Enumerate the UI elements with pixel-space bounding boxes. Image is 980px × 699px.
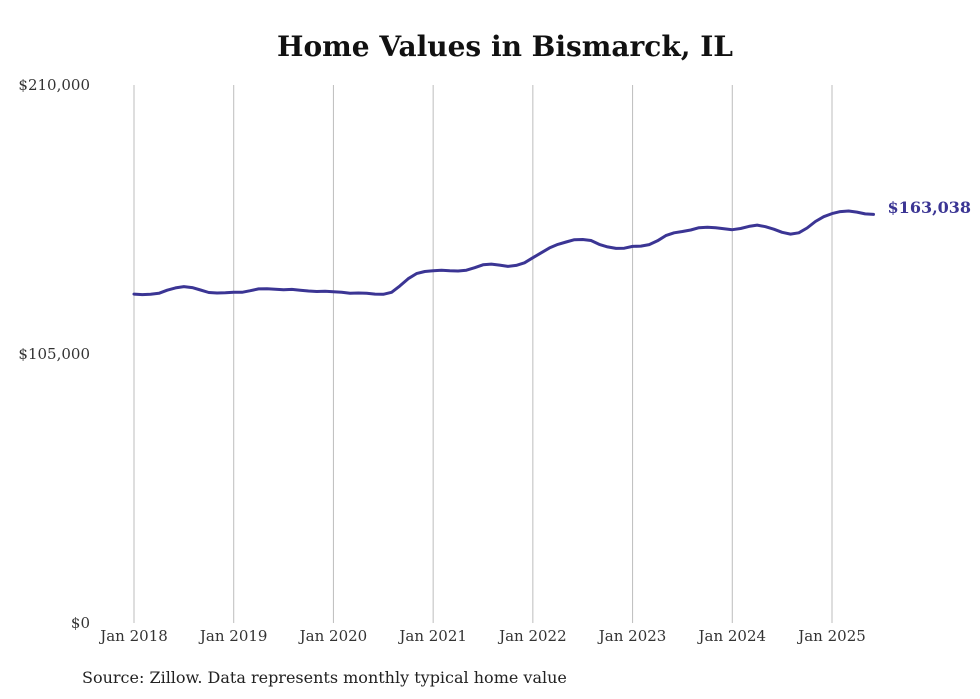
y-axis-ticks: $0 $105,000 $210,000	[18, 76, 90, 632]
y-tick-label: $0	[71, 614, 90, 632]
x-tick-label: Jan 2018	[98, 627, 168, 645]
end-value-label: $163,038	[888, 198, 972, 217]
gridlines	[133, 85, 833, 623]
y-tick-label: $105,000	[18, 345, 90, 363]
x-tick-label: Jan 2025	[796, 627, 866, 645]
x-tick-label: Jan 2024	[697, 627, 767, 645]
x-tick-label: Jan 2022	[497, 627, 567, 645]
x-tick-label: Jan 2020	[298, 627, 368, 645]
x-tick-label: Jan 2023	[597, 627, 667, 645]
chart-title: Home Values in Bismarck, IL	[277, 30, 733, 63]
y-tick-label: $210,000	[18, 76, 90, 94]
x-tick-label: Jan 2021	[397, 627, 467, 645]
x-tick-label: Jan 2019	[198, 627, 268, 645]
home-value-line	[132, 209, 875, 297]
x-axis-ticks: Jan 2018 Jan 2019 Jan 2020 Jan 2021 Jan 2022…	[98, 627, 866, 645]
source-note: Source: Zillow. Data represents monthly …	[82, 668, 567, 687]
